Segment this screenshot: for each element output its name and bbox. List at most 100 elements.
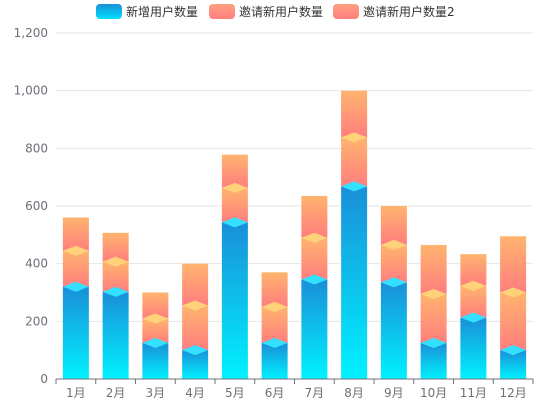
- bar-cap-new-users: [221, 217, 248, 228]
- y-tick-label: 200: [25, 314, 48, 328]
- bar-cap-invited-users: [62, 245, 89, 256]
- x-axis: 1月 2月 3月 4月 5月 6月 7月 8月 9月 10月 11月 12月: [55, 378, 534, 400]
- bar-cap-invited-users: [102, 256, 129, 267]
- bar-segment-2[interactable]: [102, 261, 129, 292]
- bar-stack-11月[interactable]: [460, 254, 487, 379]
- bar-segment-1[interactable]: [301, 279, 328, 379]
- bar-cap-new-users: [102, 286, 129, 297]
- x-tick-label: 3月: [146, 386, 166, 400]
- legend-label-invited-users: 邀请新用户数量: [239, 4, 323, 19]
- x-tick-label: 11月: [460, 386, 487, 400]
- bars: [62, 90, 527, 380]
- y-tick-label: 1,200: [14, 26, 48, 40]
- bar-cap-new-users: [142, 337, 169, 348]
- bar-segment-1[interactable]: [460, 317, 487, 379]
- bar-stack-1月[interactable]: [62, 217, 89, 379]
- bar-segment-2[interactable]: [62, 250, 89, 287]
- bar-segment-3[interactable]: [380, 206, 407, 245]
- bar-cap-invited-users: [221, 182, 248, 193]
- bar-stack-9月[interactable]: [380, 206, 407, 379]
- bar-stack-7月[interactable]: [301, 195, 328, 379]
- bar-segment-3[interactable]: [261, 272, 288, 307]
- bar-cap-invited-users: [341, 132, 368, 143]
- bar-stack-10月[interactable]: [420, 244, 447, 379]
- bar-segment-3[interactable]: [460, 254, 487, 286]
- bar-segment-2[interactable]: [221, 187, 248, 223]
- bar-segment-2[interactable]: [460, 285, 487, 318]
- legend-swatch-invited-users-2: [333, 4, 359, 19]
- x-tick-label: 8月: [344, 386, 364, 400]
- bar-cap-invited-users: [261, 301, 288, 312]
- x-tick-label: 6月: [265, 386, 285, 400]
- bar-segment-3[interactable]: [341, 90, 368, 138]
- bar-segment-1[interactable]: [102, 291, 129, 379]
- x-tick-label: 2月: [106, 386, 126, 400]
- bar-segment-2[interactable]: [261, 306, 288, 343]
- bar-cap-invited-users: [380, 239, 407, 250]
- bar-stack-2月[interactable]: [102, 232, 129, 379]
- y-axis: 0 200 400 600 800 1,000 1,200: [14, 26, 48, 386]
- bar-cap-invited-users: [142, 313, 169, 324]
- bar-segment-3[interactable]: [500, 236, 527, 293]
- bar-segment-3[interactable]: [420, 244, 447, 294]
- y-tick-label: 400: [25, 257, 48, 271]
- y-tick-label: 600: [25, 199, 48, 213]
- bar-segment-1[interactable]: [221, 222, 248, 379]
- x-tick-label: 7月: [305, 386, 325, 400]
- bar-cap-new-users: [460, 312, 487, 323]
- x-tick-label: 10月: [420, 386, 447, 400]
- bar-segment-2[interactable]: [301, 237, 328, 280]
- bar-cap-invited-users: [500, 287, 527, 298]
- bar-cap-new-users: [261, 337, 288, 348]
- x-tick-label: 1月: [66, 386, 86, 400]
- x-tick-label: 5月: [225, 386, 245, 400]
- bar-segment-3[interactable]: [221, 154, 248, 188]
- bar-stack-12月[interactable]: [500, 236, 527, 379]
- legend: 新增用户数量 邀请新用户数量 邀请新用户数量2: [96, 4, 455, 19]
- bar-stack-5月[interactable]: [221, 154, 248, 379]
- bar-cap-new-users: [341, 181, 368, 192]
- bar-segment-2[interactable]: [341, 137, 368, 187]
- bar-segment-1[interactable]: [62, 286, 89, 379]
- grid-lines: [56, 32, 533, 322]
- y-tick-label: 800: [25, 141, 48, 155]
- x-tick-label: 4月: [185, 386, 205, 400]
- legend-item-invited-users[interactable]: 邀请新用户数量: [209, 4, 323, 19]
- bar-cap-new-users: [301, 274, 328, 285]
- bar-cap-new-users: [62, 281, 89, 292]
- bar-cap-new-users: [380, 277, 407, 288]
- legend-label-new-users: 新增用户数量: [126, 4, 198, 19]
- bar-cap-invited-users: [182, 300, 209, 311]
- legend-swatch-invited-users: [209, 4, 235, 19]
- bar-stack-8月[interactable]: [341, 90, 368, 379]
- bar-segment-3[interactable]: [62, 217, 89, 251]
- bar-stack-6月[interactable]: [261, 272, 288, 379]
- bar-segment-2[interactable]: [380, 244, 407, 283]
- bar-cap-invited-users: [460, 280, 487, 291]
- x-tick-label: 12月: [499, 386, 526, 400]
- bar-stack-4月[interactable]: [182, 263, 209, 379]
- bar-cap-new-users: [420, 337, 447, 348]
- bar-segment-1[interactable]: [142, 342, 169, 379]
- x-tick-label: 9月: [384, 386, 404, 400]
- bar-segment-3[interactable]: [182, 263, 209, 306]
- bar-segment-3[interactable]: [301, 195, 328, 238]
- y-tick-label: 0: [40, 372, 48, 386]
- legend-item-invited-users-2[interactable]: 邀请新用户数量2: [333, 4, 455, 19]
- bar-cap-invited-users: [301, 232, 328, 243]
- legend-label-invited-users-2: 邀请新用户数量2: [363, 4, 455, 19]
- bar-segment-1[interactable]: [420, 342, 447, 379]
- bar-cap-new-users: [500, 345, 527, 356]
- bar-segment-2[interactable]: [182, 305, 209, 351]
- bar-cap-invited-users: [420, 288, 447, 299]
- bar-segment-2[interactable]: [500, 292, 527, 351]
- legend-item-new-users[interactable]: 新增用户数量: [96, 4, 198, 19]
- bar-segment-1[interactable]: [261, 342, 288, 379]
- bar-segment-1[interactable]: [341, 186, 368, 379]
- bar-stack-3月[interactable]: [142, 292, 169, 380]
- bar-segment-1[interactable]: [380, 282, 407, 379]
- bar-segment-2[interactable]: [420, 293, 447, 343]
- y-tick-label: 1,000: [14, 84, 48, 98]
- bar-cap-new-users: [182, 345, 209, 356]
